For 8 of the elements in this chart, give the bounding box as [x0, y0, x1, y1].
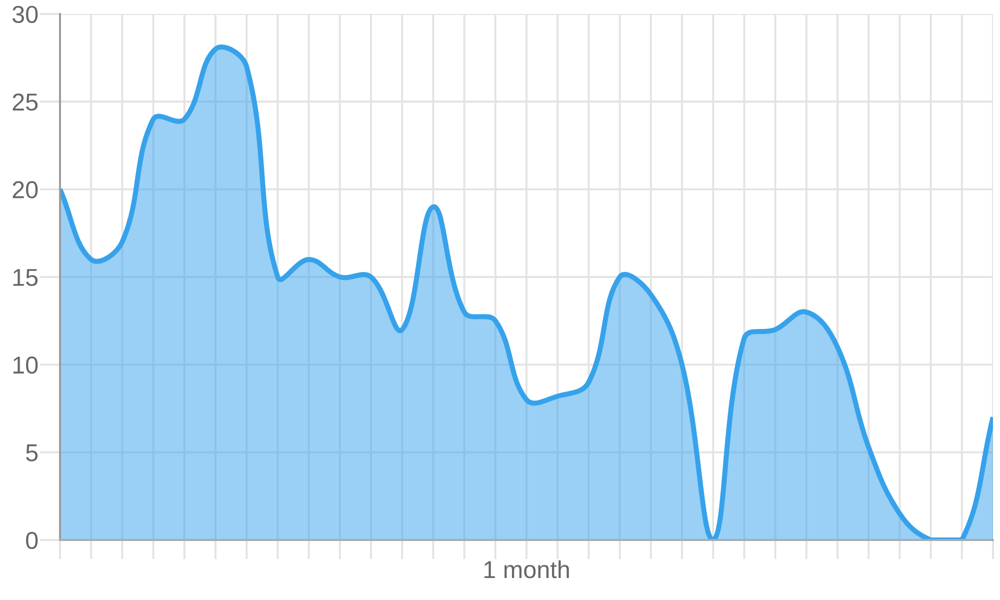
y-tick-label: 20 [12, 181, 38, 198]
y-tick-label: 10 [13, 356, 38, 374]
y-tick-label: 5 [26, 444, 38, 462]
y-tick-label: 0 [26, 532, 38, 550]
y-tick-label: 15 [13, 269, 38, 286]
y-tick-label: 25 [12, 93, 38, 111]
y-tick-label: 30 [12, 6, 38, 24]
x-axis-title: 1 month [484, 560, 569, 578]
